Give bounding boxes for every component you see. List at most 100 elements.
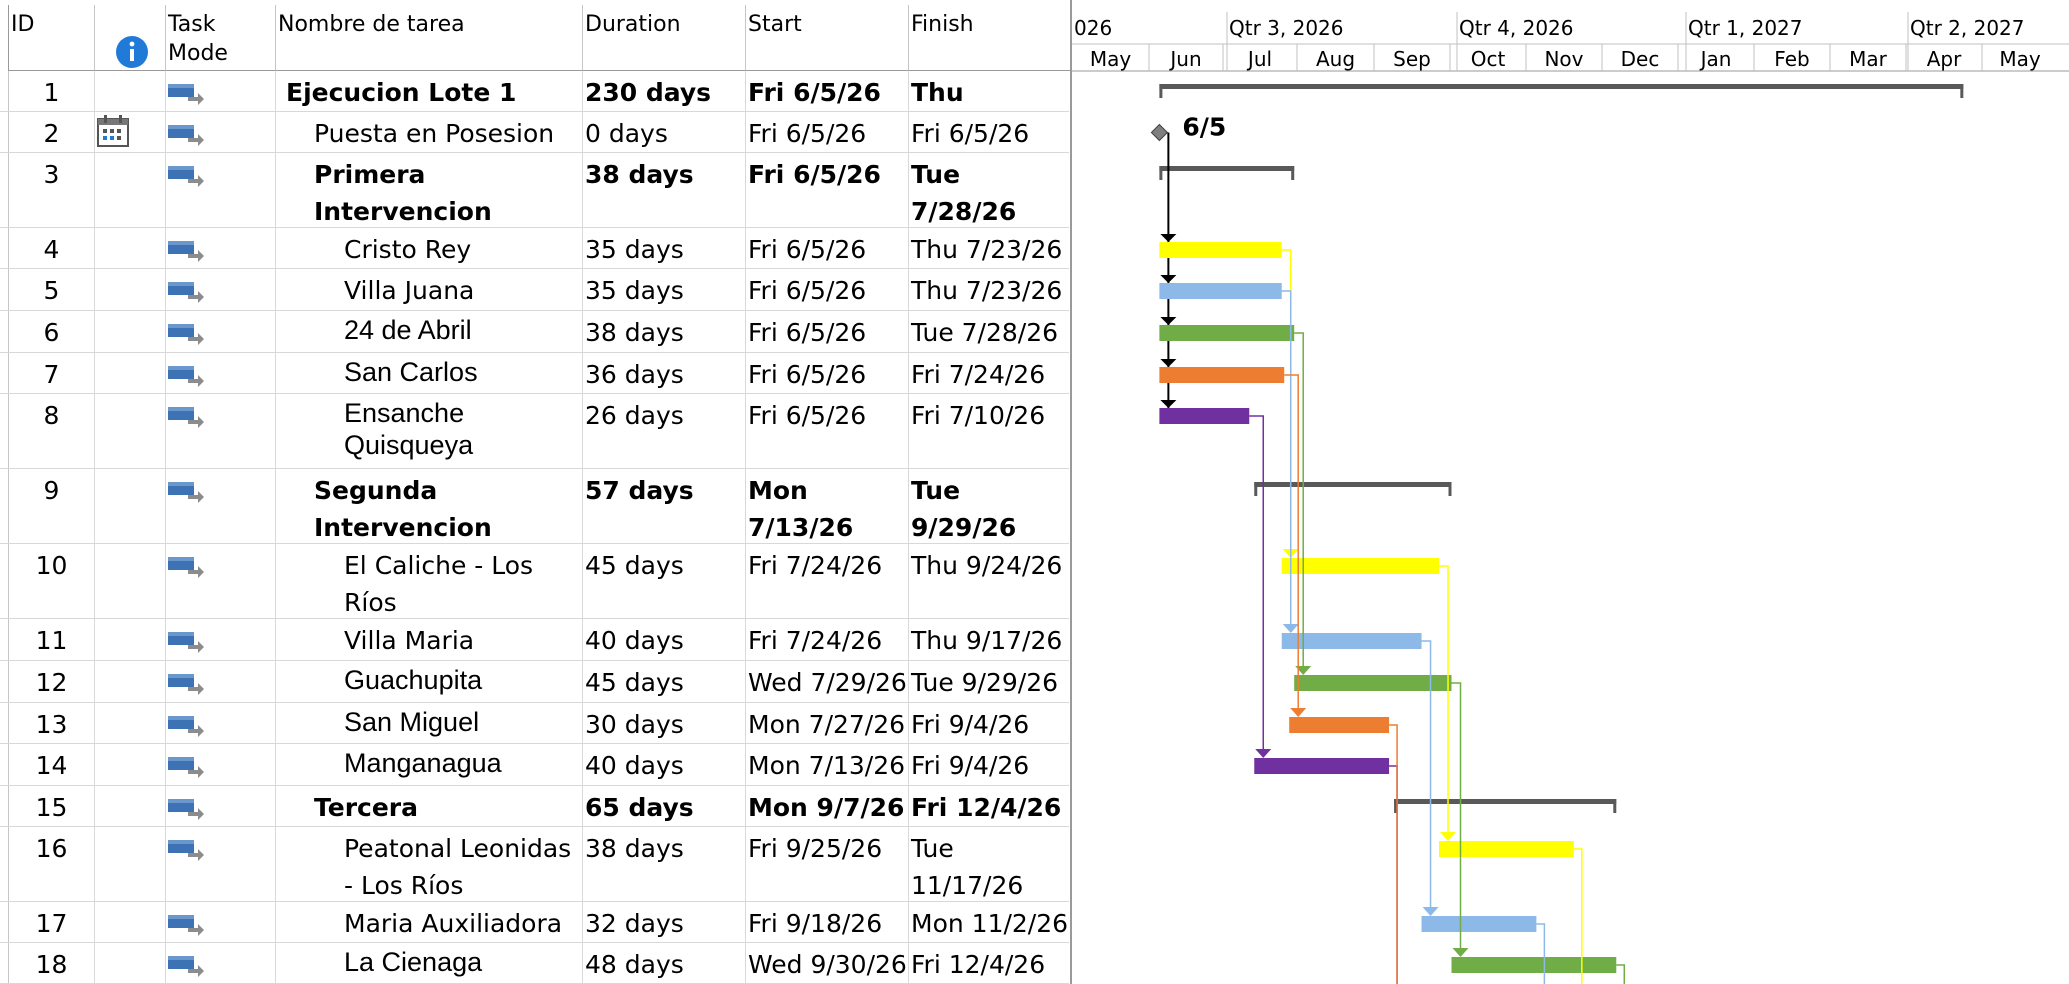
task-name[interactable]: Villa Maria (275, 619, 582, 660)
table-row[interactable]: 13 San Miguel 30 days Mon 7/27/26 Fri 9/4/26 (0, 703, 1069, 744)
task-mode[interactable] (165, 744, 275, 785)
column-header-duration[interactable]: Duration (582, 5, 745, 71)
table-row[interactable]: 9 Segunda Intervencion 57 days Mon 7/13/26 T… (0, 469, 1069, 544)
task-start[interactable]: Fri 6/5/26 (745, 311, 908, 352)
task-name[interactable]: El Caliche - Los Ríos (275, 544, 582, 618)
task-finish[interactable]: Thu 7/23/26 (908, 228, 1069, 268)
task-name[interactable]: San Miguel (275, 703, 582, 743)
task-id[interactable]: 13 (8, 703, 94, 743)
column-header-name[interactable]: Nombre de tarea (275, 5, 582, 71)
task-name[interactable]: Peatonal Leonidas - Los Ríos (275, 827, 582, 901)
task-duration[interactable]: 38 days (582, 311, 745, 352)
task-duration[interactable]: 57 days (582, 469, 745, 543)
task-start[interactable]: Fri 6/5/26 (745, 269, 908, 310)
task-duration[interactable]: 26 days (582, 394, 745, 468)
task-mode[interactable] (165, 661, 275, 702)
task-mode[interactable] (165, 311, 275, 352)
task-id[interactable]: 16 (8, 827, 94, 901)
task-name[interactable]: Maria Auxiliadora (275, 902, 582, 942)
task-start[interactable]: Fri 6/5/26 (745, 353, 908, 393)
task-finish[interactable]: Thu 4/22/27 (908, 71, 1069, 111)
task-duration[interactable]: 65 days (582, 786, 745, 826)
task-id[interactable]: 18 (8, 943, 94, 983)
table-row[interactable]: 5 Villa Juana 35 days Fri 6/5/26 Thu 7/23/26 (0, 269, 1069, 311)
task-finish[interactable]: Thu 9/17/26 (908, 619, 1069, 660)
task-mode[interactable] (165, 469, 275, 543)
task-id[interactable]: 4 (8, 228, 94, 268)
task-name[interactable]: Ejecucion Lote 1 (275, 71, 582, 111)
task-name[interactable]: Tercera Intervencion (275, 786, 582, 826)
task-name[interactable]: Puesta en Posesion (275, 112, 582, 152)
task-duration[interactable]: 35 days (582, 228, 745, 268)
task-duration[interactable]: 40 days (582, 619, 745, 660)
task-finish[interactable]: Fri 7/10/26 (908, 394, 1069, 468)
task-id[interactable]: 2 (8, 112, 94, 152)
task-finish[interactable]: Fri 7/24/26 (908, 353, 1069, 393)
task-start[interactable]: Fri 6/5/26 (745, 228, 908, 268)
task-duration[interactable]: 38 days (582, 827, 745, 901)
task-start[interactable]: Mon 7/13/26 (745, 469, 908, 543)
task-duration[interactable]: 36 days (582, 353, 745, 393)
task-id[interactable]: 7 (8, 353, 94, 393)
task-finish[interactable]: Fri 12/4/26 (908, 943, 1069, 983)
task-id[interactable]: 1 (8, 71, 94, 111)
task-name[interactable]: San Carlos (275, 353, 582, 393)
task-mode[interactable] (165, 827, 275, 901)
task-start[interactable]: Fri 6/5/26 (745, 153, 908, 227)
task-start[interactable]: Fri 9/18/26 (745, 902, 908, 942)
table-row[interactable]: 2 Puesta en Posesion 0 days Fri 6/5/26 Fri 6… (0, 112, 1069, 153)
task-finish[interactable]: Tue 7/28/26 (908, 311, 1069, 352)
task-name[interactable]: Manganagua (275, 744, 582, 785)
task-mode[interactable] (165, 943, 275, 983)
task-finish[interactable]: Tue 7/28/26 (908, 153, 1069, 227)
task-finish[interactable]: Tue 9/29/26 (908, 469, 1069, 543)
task-duration[interactable]: 32 days (582, 902, 745, 942)
task-duration[interactable]: 230 days (582, 71, 745, 111)
task-id[interactable]: 15 (8, 786, 94, 826)
task-name[interactable]: Ensanche Quisqueya (275, 394, 582, 468)
task-id[interactable]: 9 (8, 469, 94, 543)
task-duration[interactable]: 30 days (582, 703, 745, 743)
task-id[interactable]: 8 (8, 394, 94, 468)
task-duration[interactable]: 38 days (582, 153, 745, 227)
task-mode[interactable] (165, 153, 275, 227)
table-row[interactable]: 7 San Carlos 36 days Fri 6/5/26 Fri 7/24/26 (0, 353, 1069, 394)
task-id[interactable]: 3 (8, 153, 94, 227)
task-finish[interactable]: Fri 9/4/26 (908, 703, 1069, 743)
task-finish[interactable]: Mon 11/2/26 (908, 902, 1069, 942)
task-start[interactable]: Mon 7/27/26 (745, 703, 908, 743)
task-mode[interactable] (165, 703, 275, 743)
table-row[interactable]: 11 Villa Maria 40 days Fri 7/24/26 Thu 9/17/… (0, 619, 1069, 661)
task-id[interactable]: 6 (8, 311, 94, 352)
task-mode[interactable] (165, 112, 275, 152)
task-duration[interactable]: 0 days (582, 112, 745, 152)
task-id[interactable]: 11 (8, 619, 94, 660)
task-mode[interactable] (165, 786, 275, 826)
column-header-start[interactable]: Start (745, 5, 908, 71)
column-header-task-mode[interactable]: Task Mode (165, 5, 275, 71)
table-row[interactable]: 18 La Cienaga 48 days Wed 9/30/26 Fri 12/4/2… (0, 943, 1069, 984)
task-finish[interactable]: Tue 11/17/26 (908, 827, 1069, 901)
task-finish[interactable]: Thu 7/23/26 (908, 269, 1069, 310)
task-start[interactable]: Fri 7/24/26 (745, 619, 908, 660)
task-mode[interactable] (165, 269, 275, 310)
task-finish[interactable]: Fri 12/4/26 (908, 786, 1069, 826)
table-row[interactable]: 17 Maria Auxiliadora 32 days Fri 9/18/26 Mon… (0, 902, 1069, 943)
task-duration[interactable]: 40 days (582, 744, 745, 785)
task-mode[interactable] (165, 544, 275, 618)
task-mode[interactable] (165, 394, 275, 468)
task-finish[interactable]: Thu 9/24/26 (908, 544, 1069, 618)
task-name[interactable]: La Cienaga (275, 943, 582, 983)
task-start[interactable]: Fri 7/24/26 (745, 544, 908, 618)
task-start[interactable]: Fri 6/5/26 (745, 112, 908, 152)
task-start[interactable]: Mon 9/7/26 (745, 786, 908, 826)
task-id[interactable]: 12 (8, 661, 94, 702)
task-name[interactable]: Cristo Rey (275, 228, 582, 268)
table-row[interactable]: 14 Manganagua 40 days Mon 7/13/26 Fri 9/4/26 (0, 744, 1069, 786)
table-row[interactable]: 12 Guachupita 45 days Wed 7/29/26 Tue 9/29/2… (0, 661, 1069, 703)
column-header-id[interactable]: ID (8, 5, 94, 71)
task-duration[interactable]: 45 days (582, 661, 745, 702)
task-duration[interactable]: 48 days (582, 943, 745, 983)
task-finish[interactable]: Fri 6/5/26 (908, 112, 1069, 152)
